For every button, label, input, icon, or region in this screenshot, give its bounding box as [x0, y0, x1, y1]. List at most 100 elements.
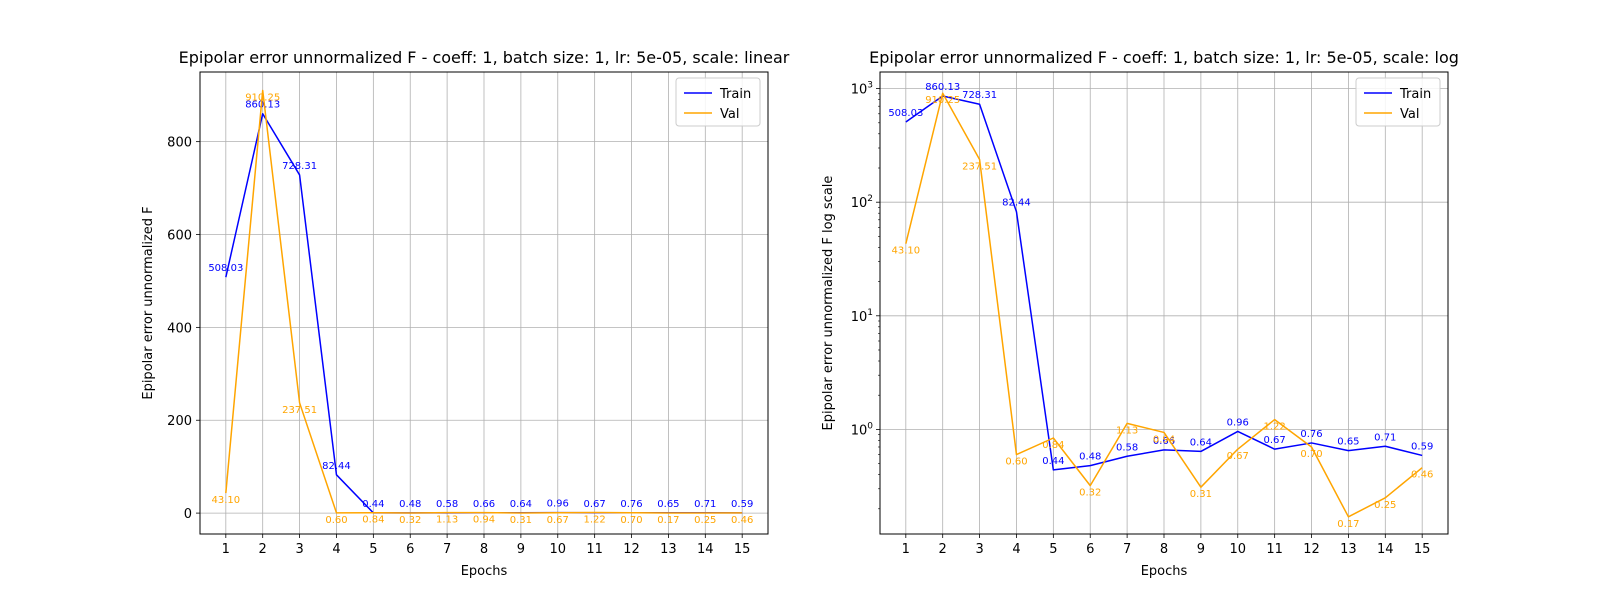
legend-box: [1355, 77, 1441, 127]
x-tick-label: 10: [1229, 542, 1246, 557]
x-tick-label: 2: [939, 542, 947, 557]
data-label-train: 82.44: [1002, 198, 1031, 209]
legend-label-train: Train: [719, 87, 751, 102]
data-label-val: 0.46: [731, 515, 753, 526]
data-label-val: 1.22: [584, 515, 606, 526]
data-label-val: 0.25: [694, 515, 716, 526]
data-label-val: 0.70: [620, 515, 642, 526]
data-label-val: 237.51: [282, 405, 317, 416]
data-label-train: 0.65: [1337, 437, 1359, 448]
y-tick-label: 200: [167, 414, 192, 429]
y-tick-label: 102: [851, 194, 873, 211]
data-label-val: 1.13: [436, 515, 458, 526]
legend-label-val: Val: [720, 107, 739, 122]
data-label-train: 0.48: [399, 499, 421, 510]
chart-title: Epipolar error unnormalized F - coeff: 1…: [179, 48, 790, 67]
data-label-train: 82.44: [322, 461, 351, 472]
x-tick-label: 4: [332, 542, 340, 557]
data-label-train: 0.65: [657, 499, 679, 510]
legend-label-train: Train: [1399, 87, 1431, 102]
data-label-train: 0.67: [1264, 435, 1286, 446]
data-label-train: 0.64: [1190, 437, 1212, 448]
data-label-val: 0.31: [510, 515, 532, 526]
data-label-val: 0.31: [1190, 489, 1212, 500]
data-label-train: 0.96: [1227, 417, 1249, 428]
x-tick-label: 3: [975, 542, 983, 557]
data-label-val: 0.67: [1227, 451, 1249, 462]
data-label-train: 0.48: [1079, 452, 1101, 463]
x-tick-label: 12: [1303, 542, 1320, 557]
plot-frame: [879, 71, 1449, 535]
data-label-train: 0.67: [584, 499, 606, 510]
data-label-train: 0.64: [510, 499, 532, 510]
legend-label-val: Val: [1400, 107, 1419, 122]
y-tick-label: 103: [851, 81, 873, 98]
x-tick-label: 2: [259, 542, 267, 557]
x-tick-label: 15: [1414, 542, 1431, 557]
y-tick-label: 400: [167, 321, 192, 336]
data-label-train: 0.71: [694, 499, 716, 510]
chart-title: Epipolar error unnormalized F - coeff: 1…: [869, 48, 1459, 67]
data-label-val: 0.70: [1300, 449, 1322, 460]
data-label-train: 728.31: [282, 161, 317, 172]
x-tick-label: 15: [734, 542, 751, 557]
data-label-train: 0.44: [1042, 456, 1064, 467]
data-label-train: 0.76: [1300, 429, 1322, 440]
x-tick-label: 5: [369, 542, 377, 557]
plot-frame: [199, 71, 769, 535]
data-label-train: 0.66: [1153, 436, 1175, 447]
data-label-val: 0.94: [473, 515, 495, 526]
data-label-train: 0.96: [547, 499, 569, 510]
data-label-val: 0.17: [1337, 519, 1359, 530]
data-label-train: 860.13: [245, 100, 280, 111]
x-tick-label: 7: [443, 542, 451, 557]
data-label-val: 910.25: [245, 92, 280, 103]
chart-linear: 1 2 3 4 5 6 7 8 9 10 11 12 13 14 150200400600800508.03…: [141, 48, 790, 579]
x-tick-label: 5: [1049, 542, 1057, 557]
data-label-train: 728.31: [962, 90, 997, 101]
legend-box: [675, 77, 761, 127]
data-label-val: 0.17: [657, 515, 679, 526]
series-line-val: [905, 92, 1423, 518]
data-label-val: 237.51: [962, 162, 997, 173]
y-tick-label: 0: [184, 507, 192, 522]
x-axis-label: Epochs: [1141, 564, 1188, 579]
x-tick-label: 6: [406, 542, 414, 557]
data-label-val: 0.94: [1153, 434, 1175, 445]
data-label-val: 43.10: [211, 495, 240, 506]
series-line-val: [225, 89, 743, 514]
data-label-train: 0.58: [436, 499, 458, 510]
data-label-val: 0.32: [399, 515, 421, 526]
x-tick-label: 14: [1377, 542, 1394, 557]
y-tick-label: 100: [851, 421, 874, 438]
x-tick-label: 1: [222, 542, 230, 557]
data-label-train: 0.44: [362, 499, 384, 510]
x-tick-label: 14: [697, 542, 714, 557]
data-label-train: 0.71: [1374, 432, 1396, 443]
y-tick-label: 600: [167, 229, 192, 244]
data-label-val: 43.10: [891, 246, 920, 257]
x-tick-label: 8: [480, 542, 488, 557]
x-tick-label: 8: [1160, 542, 1168, 557]
x-tick-label: 13: [660, 542, 677, 557]
data-label-train: 0.58: [1116, 442, 1138, 453]
data-label-train: 0.66: [473, 499, 495, 510]
data-label-train: 0.59: [731, 499, 753, 510]
x-tick-label: 11: [586, 542, 603, 557]
x-tick-label: 9: [517, 542, 525, 557]
y-tick-label: 101: [851, 308, 873, 325]
data-label-val: 0.84: [1042, 440, 1064, 451]
data-label-val: 1.22: [1264, 422, 1286, 433]
data-label-val: 0.60: [325, 515, 347, 526]
x-tick-label: 11: [1266, 542, 1283, 557]
x-tick-label: 12: [623, 542, 640, 557]
data-label-val: 0.84: [362, 515, 384, 526]
data-label-train: 0.76: [620, 499, 642, 510]
x-tick-label: 10: [549, 542, 566, 557]
x-tick-label: 9: [1197, 542, 1205, 557]
data-label-train: 860.13: [925, 82, 960, 93]
y-axis-label: Epipolar error unnormalized F: [141, 206, 156, 399]
data-label-val: 1.13: [1116, 425, 1138, 436]
